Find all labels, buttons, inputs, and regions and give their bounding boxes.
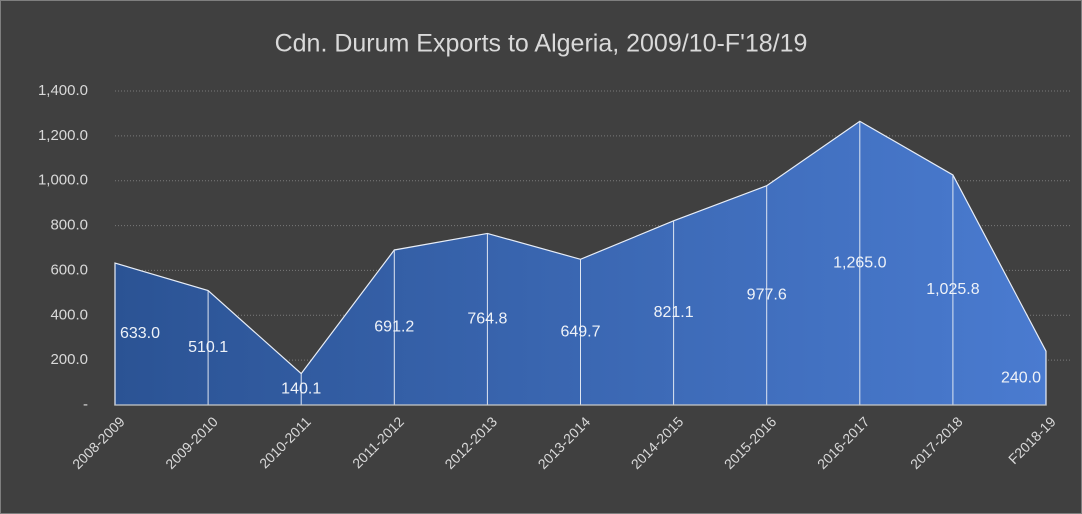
data-label: 821.1 — [654, 304, 694, 321]
y-tick-label: 1,400.0 — [38, 82, 88, 99]
chart-title: Cdn. Durum Exports to Algeria, 2009/10-F… — [275, 30, 808, 58]
data-label: 691.2 — [374, 319, 414, 336]
data-label: 240.0 — [1001, 369, 1041, 386]
data-label: 140.1 — [281, 381, 321, 398]
data-label: 633.0 — [120, 325, 160, 342]
data-label: 977.6 — [747, 287, 787, 304]
y-tick-label: 600.0 — [50, 261, 88, 278]
data-label: 1,265.0 — [833, 254, 886, 271]
data-label: 649.7 — [560, 323, 600, 340]
y-tick-label: 400.0 — [50, 306, 88, 323]
y-tick-label: 1,200.0 — [38, 127, 88, 144]
data-label: 764.8 — [467, 310, 507, 327]
data-label: 1,025.8 — [926, 281, 979, 298]
y-tick-label: 800.0 — [50, 217, 88, 234]
y-tick-label: 1,000.0 — [38, 172, 88, 189]
y-tick-label: 200.0 — [50, 351, 88, 368]
y-tick-label: - — [83, 396, 88, 413]
data-label: 510.1 — [188, 339, 228, 356]
